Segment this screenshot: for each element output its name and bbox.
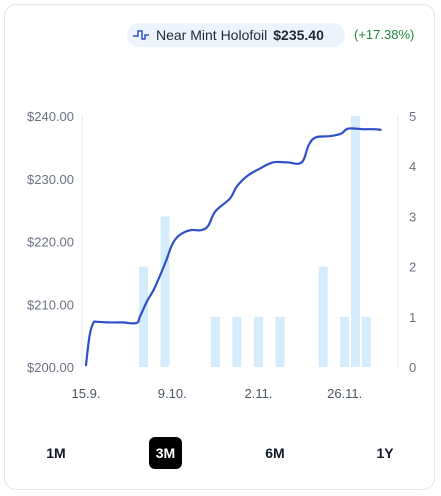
left-axis-tick-label: $240.00	[27, 109, 74, 124]
volume-bar[interactable]	[210, 316, 220, 367]
volume-bar[interactable]	[350, 116, 360, 367]
right-axis-ticks: 0 1 2 3 4 5	[409, 109, 416, 375]
range-button-1m[interactable]: 1M	[46, 445, 66, 461]
series-name: Near Mint Holofoil	[156, 27, 268, 43]
current-price: $235.40	[273, 27, 324, 43]
volume-bar[interactable]	[160, 216, 170, 367]
x-axis-tick-label: 26.11.	[327, 386, 362, 401]
price-change: (+17.38%)	[354, 27, 415, 42]
series-legend[interactable]: Near Mint Holofoil $235.40	[127, 23, 345, 47]
left-axis-tick-label: $220.00	[27, 235, 74, 250]
volume-bar[interactable]	[361, 316, 371, 367]
left-axis-ticks: $200.00 $210.00 $220.00 $230.00 $240.00	[27, 109, 74, 375]
x-axis-tick-label: 2.11.	[244, 386, 272, 401]
x-axis-tick-label: 15.9.	[72, 386, 101, 401]
right-axis-tick-label: 5	[409, 109, 416, 124]
right-axis-tick-label: 2	[409, 260, 416, 275]
right-axis-tick-label: 1	[409, 310, 416, 325]
volume-bar[interactable]	[232, 316, 242, 367]
pulse-line-icon	[132, 28, 150, 42]
left-axis-tick-label: $200.00	[27, 360, 74, 375]
right-axis-tick-label: 3	[409, 209, 416, 224]
x-axis-tick-label: 9.10.	[158, 386, 187, 401]
left-axis-tick-label: $230.00	[27, 172, 74, 187]
range-button-3m[interactable]: 3M	[149, 437, 182, 469]
left-axis-tick-label: $210.00	[27, 297, 74, 312]
volume-bar[interactable]	[138, 266, 148, 367]
range-button-6m[interactable]: 6M	[265, 445, 285, 461]
right-axis-tick-label: 4	[409, 159, 416, 174]
right-axis-tick-label: 0	[409, 360, 416, 375]
volume-bar[interactable]	[275, 316, 285, 367]
volume-bar[interactable]	[253, 316, 263, 367]
volume-bar[interactable]	[340, 316, 350, 367]
volume-bar[interactable]	[318, 266, 328, 367]
range-button-1y[interactable]: 1Y	[376, 445, 394, 461]
x-axis-ticks: 15.9. 9.10. 2.11. 26.11.	[72, 386, 363, 401]
volume-bars	[138, 116, 371, 367]
price-line	[84, 127, 382, 367]
chart-card	[4, 4, 435, 490]
